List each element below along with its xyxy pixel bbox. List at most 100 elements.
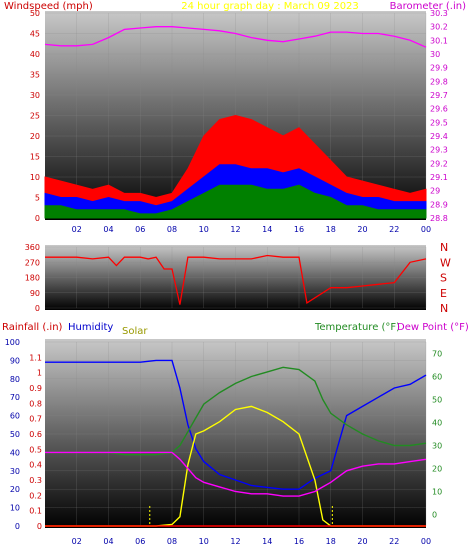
windspeed-tick-label: 40 bbox=[30, 50, 40, 59]
rainfall-tick-label: 1.1 bbox=[29, 353, 42, 362]
rainfall-tick-label: 0.5 bbox=[29, 445, 42, 454]
direction-compass-label: N bbox=[440, 241, 448, 254]
rainfall-tick-label: 0.3 bbox=[29, 476, 42, 485]
wind-series bbox=[44, 26, 427, 219]
direction-degree-label: 180 bbox=[25, 274, 40, 283]
barometer-tick-label: 29.9 bbox=[430, 64, 448, 73]
wind-x-tick-label: 20 bbox=[357, 225, 367, 234]
barometer-tick-label: 29.2 bbox=[430, 159, 448, 168]
barometer-tick-label: 29 bbox=[430, 187, 440, 196]
direction-series bbox=[45, 254, 427, 305]
windspeed-tick-label: 45 bbox=[30, 30, 40, 39]
humidity-y-ticks: 0 10 20 30 40 50 60 70 80 90 100 bbox=[5, 338, 20, 531]
humidity-axis-label: Humidity bbox=[68, 322, 113, 333]
direction-compass-label: W bbox=[440, 256, 451, 269]
humidity-tick-label: 30 bbox=[10, 467, 20, 476]
windspeed-tick-label: 50 bbox=[30, 9, 40, 18]
wind-x-tick-label: 10 bbox=[199, 225, 209, 234]
weather-x-tick-label: 16 bbox=[294, 537, 304, 546]
rainfall-tick-label: 0.6 bbox=[29, 430, 42, 439]
temperature-tick-label: 70 bbox=[432, 350, 442, 359]
direction-compass-label: N bbox=[440, 302, 448, 315]
windspeed-tick-label: 20 bbox=[30, 132, 40, 141]
wind-x-tick-label: 04 bbox=[103, 225, 113, 234]
direction-compass-label: S bbox=[440, 272, 447, 285]
direction-degree-ticks: 0 90 180 270 360 bbox=[25, 243, 40, 313]
rainfall-tick-label: 0.4 bbox=[29, 461, 42, 470]
barometer-line bbox=[44, 26, 427, 48]
weather-x-tick-label: 04 bbox=[103, 537, 113, 546]
weather-x-tick-label: 14 bbox=[262, 537, 272, 546]
wind-x-tick-label: 00 bbox=[421, 225, 431, 234]
barometer-tick-label: 29.6 bbox=[430, 105, 448, 114]
humidity-tick-label: 40 bbox=[10, 448, 20, 457]
barometer-tick-label: 30.3 bbox=[430, 9, 448, 18]
dewpoint-line bbox=[45, 451, 427, 497]
temperature-tick-label: 0 bbox=[432, 511, 437, 520]
direction-degree-label: 270 bbox=[25, 258, 40, 267]
rainfall-tick-label: 0.7 bbox=[29, 415, 42, 424]
chart-title: 24 hour graph day : March 09 2023 bbox=[181, 1, 359, 12]
barometer-tick-label: 29.1 bbox=[430, 173, 448, 182]
barometer-tick-label: 29.8 bbox=[430, 77, 448, 86]
temperature-line bbox=[45, 366, 427, 456]
humidity-tick-label: 0 bbox=[15, 522, 20, 531]
humidity-tick-label: 70 bbox=[10, 393, 20, 402]
barometer-y-ticks: 28.8 28.9 29 29.1 29.2 29.3 29.4 29.5 29.6 29.7 29… bbox=[430, 9, 448, 223]
windspeed-tick-label: 25 bbox=[30, 112, 40, 121]
rainfall-tick-label: 0 bbox=[37, 522, 42, 531]
wind-x-ticks: 02 04 06 08 10 12 14 16 18 20 22 00 bbox=[72, 225, 431, 234]
rainfall-tick-label: 0.8 bbox=[29, 399, 42, 408]
barometer-tick-label: 30.2 bbox=[430, 23, 448, 32]
weather-x-tick-label: 06 bbox=[135, 537, 145, 546]
weather-x-tick-label: 02 bbox=[72, 537, 82, 546]
windspeed-tick-label: 30 bbox=[30, 91, 40, 100]
barometer-axis-label: Barometer (.in) bbox=[390, 1, 466, 12]
rainfall-tick-label: 1 bbox=[37, 369, 42, 378]
wind-x-tick-label: 02 bbox=[72, 225, 82, 234]
direction-degree-label: 90 bbox=[30, 289, 40, 298]
humidity-tick-label: 80 bbox=[10, 375, 20, 384]
humidity-tick-label: 90 bbox=[10, 356, 20, 365]
weather-x-tick-label: 00 bbox=[421, 537, 431, 546]
barometer-tick-label: 28.9 bbox=[430, 200, 448, 209]
barometer-tick-label: 29.5 bbox=[430, 118, 448, 127]
direction-degree-label: 360 bbox=[25, 243, 40, 252]
humidity-tick-label: 10 bbox=[10, 504, 20, 513]
direction-line bbox=[45, 254, 427, 305]
barometer-tick-label: 30 bbox=[430, 50, 440, 59]
barometer-tick-label: 30.1 bbox=[430, 36, 448, 45]
temperature-tick-label: 50 bbox=[432, 396, 442, 405]
humidity-tick-label: 100 bbox=[5, 338, 20, 347]
rainfall-tick-label: 0.9 bbox=[29, 384, 42, 393]
direction-compass-label: E bbox=[440, 287, 447, 300]
weather-x-tick-label: 10 bbox=[199, 537, 209, 546]
windspeed-tick-label: 10 bbox=[30, 173, 40, 182]
wind-low-area bbox=[44, 184, 427, 219]
humidity-line bbox=[45, 359, 427, 490]
temperature-tick-label: 40 bbox=[432, 419, 442, 428]
weather-series bbox=[45, 359, 427, 527]
rainfall-y-ticks: 0 0.1 0.2 0.3 0.4 0.5 0.6 0.7 0.8 0.9 1 1.1 bbox=[29, 353, 42, 531]
windspeed-axis-label: Windspeed (mph) bbox=[4, 1, 93, 12]
rainfall-tick-label: 0.1 bbox=[29, 507, 42, 516]
wind-x-tick-label: 14 bbox=[262, 225, 272, 234]
barometer-tick-label: 29.3 bbox=[430, 146, 448, 155]
wind-x-tick-label: 16 bbox=[294, 225, 304, 234]
humidity-tick-label: 20 bbox=[10, 485, 20, 494]
wind-x-tick-label: 06 bbox=[135, 225, 145, 234]
weather-x-ticks: 02 04 06 08 10 12 14 16 18 20 22 00 bbox=[72, 537, 431, 546]
weather-x-tick-label: 12 bbox=[230, 537, 240, 546]
barometer-tick-label: 29.7 bbox=[430, 91, 448, 100]
barometer-tick-label: 29.4 bbox=[430, 132, 448, 141]
temperature-tick-label: 10 bbox=[432, 488, 442, 497]
temperature-axis-label: Temperature (°F) bbox=[314, 322, 400, 333]
humidity-tick-label: 50 bbox=[10, 430, 20, 439]
windspeed-tick-label: 15 bbox=[30, 153, 40, 162]
barometer-tick-label: 28.8 bbox=[430, 214, 448, 223]
rainfall-axis-label: Rainfall (.in) bbox=[2, 322, 63, 333]
direction-degree-label: 0 bbox=[35, 304, 40, 313]
humidity-tick-label: 60 bbox=[10, 412, 20, 421]
